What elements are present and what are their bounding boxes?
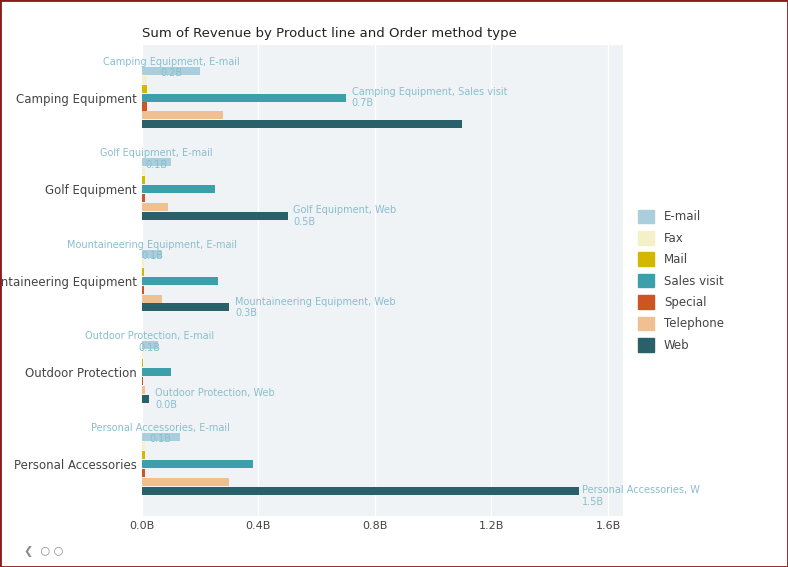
Bar — [142, 67, 200, 75]
Bar — [142, 359, 143, 367]
Text: ❮  ○ ○: ❮ ○ ○ — [24, 546, 63, 557]
Bar — [142, 303, 229, 311]
Bar — [142, 158, 171, 166]
Bar — [142, 286, 143, 294]
Bar — [142, 120, 463, 128]
Bar — [142, 486, 579, 494]
Bar — [142, 341, 158, 349]
Bar — [142, 377, 143, 385]
Bar — [142, 368, 171, 376]
Bar — [142, 212, 288, 220]
Bar — [142, 395, 149, 403]
Bar — [142, 442, 145, 450]
Text: Camping Equipment, Sales visit
0.7B: Camping Equipment, Sales visit 0.7B — [351, 87, 507, 108]
Bar — [142, 167, 145, 175]
Text: Golf Equipment, E-mail
0.1B: Golf Equipment, E-mail 0.1B — [100, 148, 213, 170]
Bar — [142, 94, 346, 101]
Text: Outdoor Protection, E-mail
0.1B: Outdoor Protection, E-mail 0.1B — [85, 331, 214, 353]
Bar — [142, 294, 162, 303]
Bar — [142, 185, 214, 193]
Text: Sum of Revenue by Product line and Order method type: Sum of Revenue by Product line and Order… — [142, 27, 517, 40]
Bar — [142, 451, 145, 459]
Bar — [142, 277, 217, 285]
Bar — [142, 250, 162, 258]
Bar — [142, 194, 145, 202]
Text: Mountaineering Equipment, Web
0.3B: Mountaineering Equipment, Web 0.3B — [235, 297, 396, 318]
Bar — [142, 84, 147, 92]
Bar — [142, 386, 145, 394]
Bar — [142, 350, 143, 358]
Text: Personal Accessories, W
1.5B: Personal Accessories, W 1.5B — [582, 485, 700, 507]
Legend: E-mail, Fax, Mail, Sales visit, Special, Telephone, Web: E-mail, Fax, Mail, Sales visit, Special,… — [634, 205, 729, 357]
Text: Mountaineering Equipment, E-mail
0.1B: Mountaineering Equipment, E-mail 0.1B — [67, 240, 237, 261]
Bar — [142, 477, 229, 486]
Bar — [142, 460, 252, 468]
Text: Golf Equipment, Web
0.5B: Golf Equipment, Web 0.5B — [293, 205, 396, 227]
Bar — [142, 111, 224, 120]
Bar — [142, 259, 143, 267]
Text: Outdoor Protection, Web
0.0B: Outdoor Protection, Web 0.0B — [155, 388, 275, 410]
Bar — [142, 176, 145, 184]
Bar — [142, 75, 147, 84]
Bar — [142, 103, 147, 111]
Bar — [142, 203, 168, 211]
Bar — [142, 433, 180, 441]
Bar — [142, 268, 143, 276]
Text: Camping Equipment, E-mail
0.2B: Camping Equipment, E-mail 0.2B — [102, 57, 240, 78]
Bar — [142, 469, 145, 477]
Text: Personal Accessories, E-mail
0.1B: Personal Accessories, E-mail 0.1B — [91, 423, 230, 445]
